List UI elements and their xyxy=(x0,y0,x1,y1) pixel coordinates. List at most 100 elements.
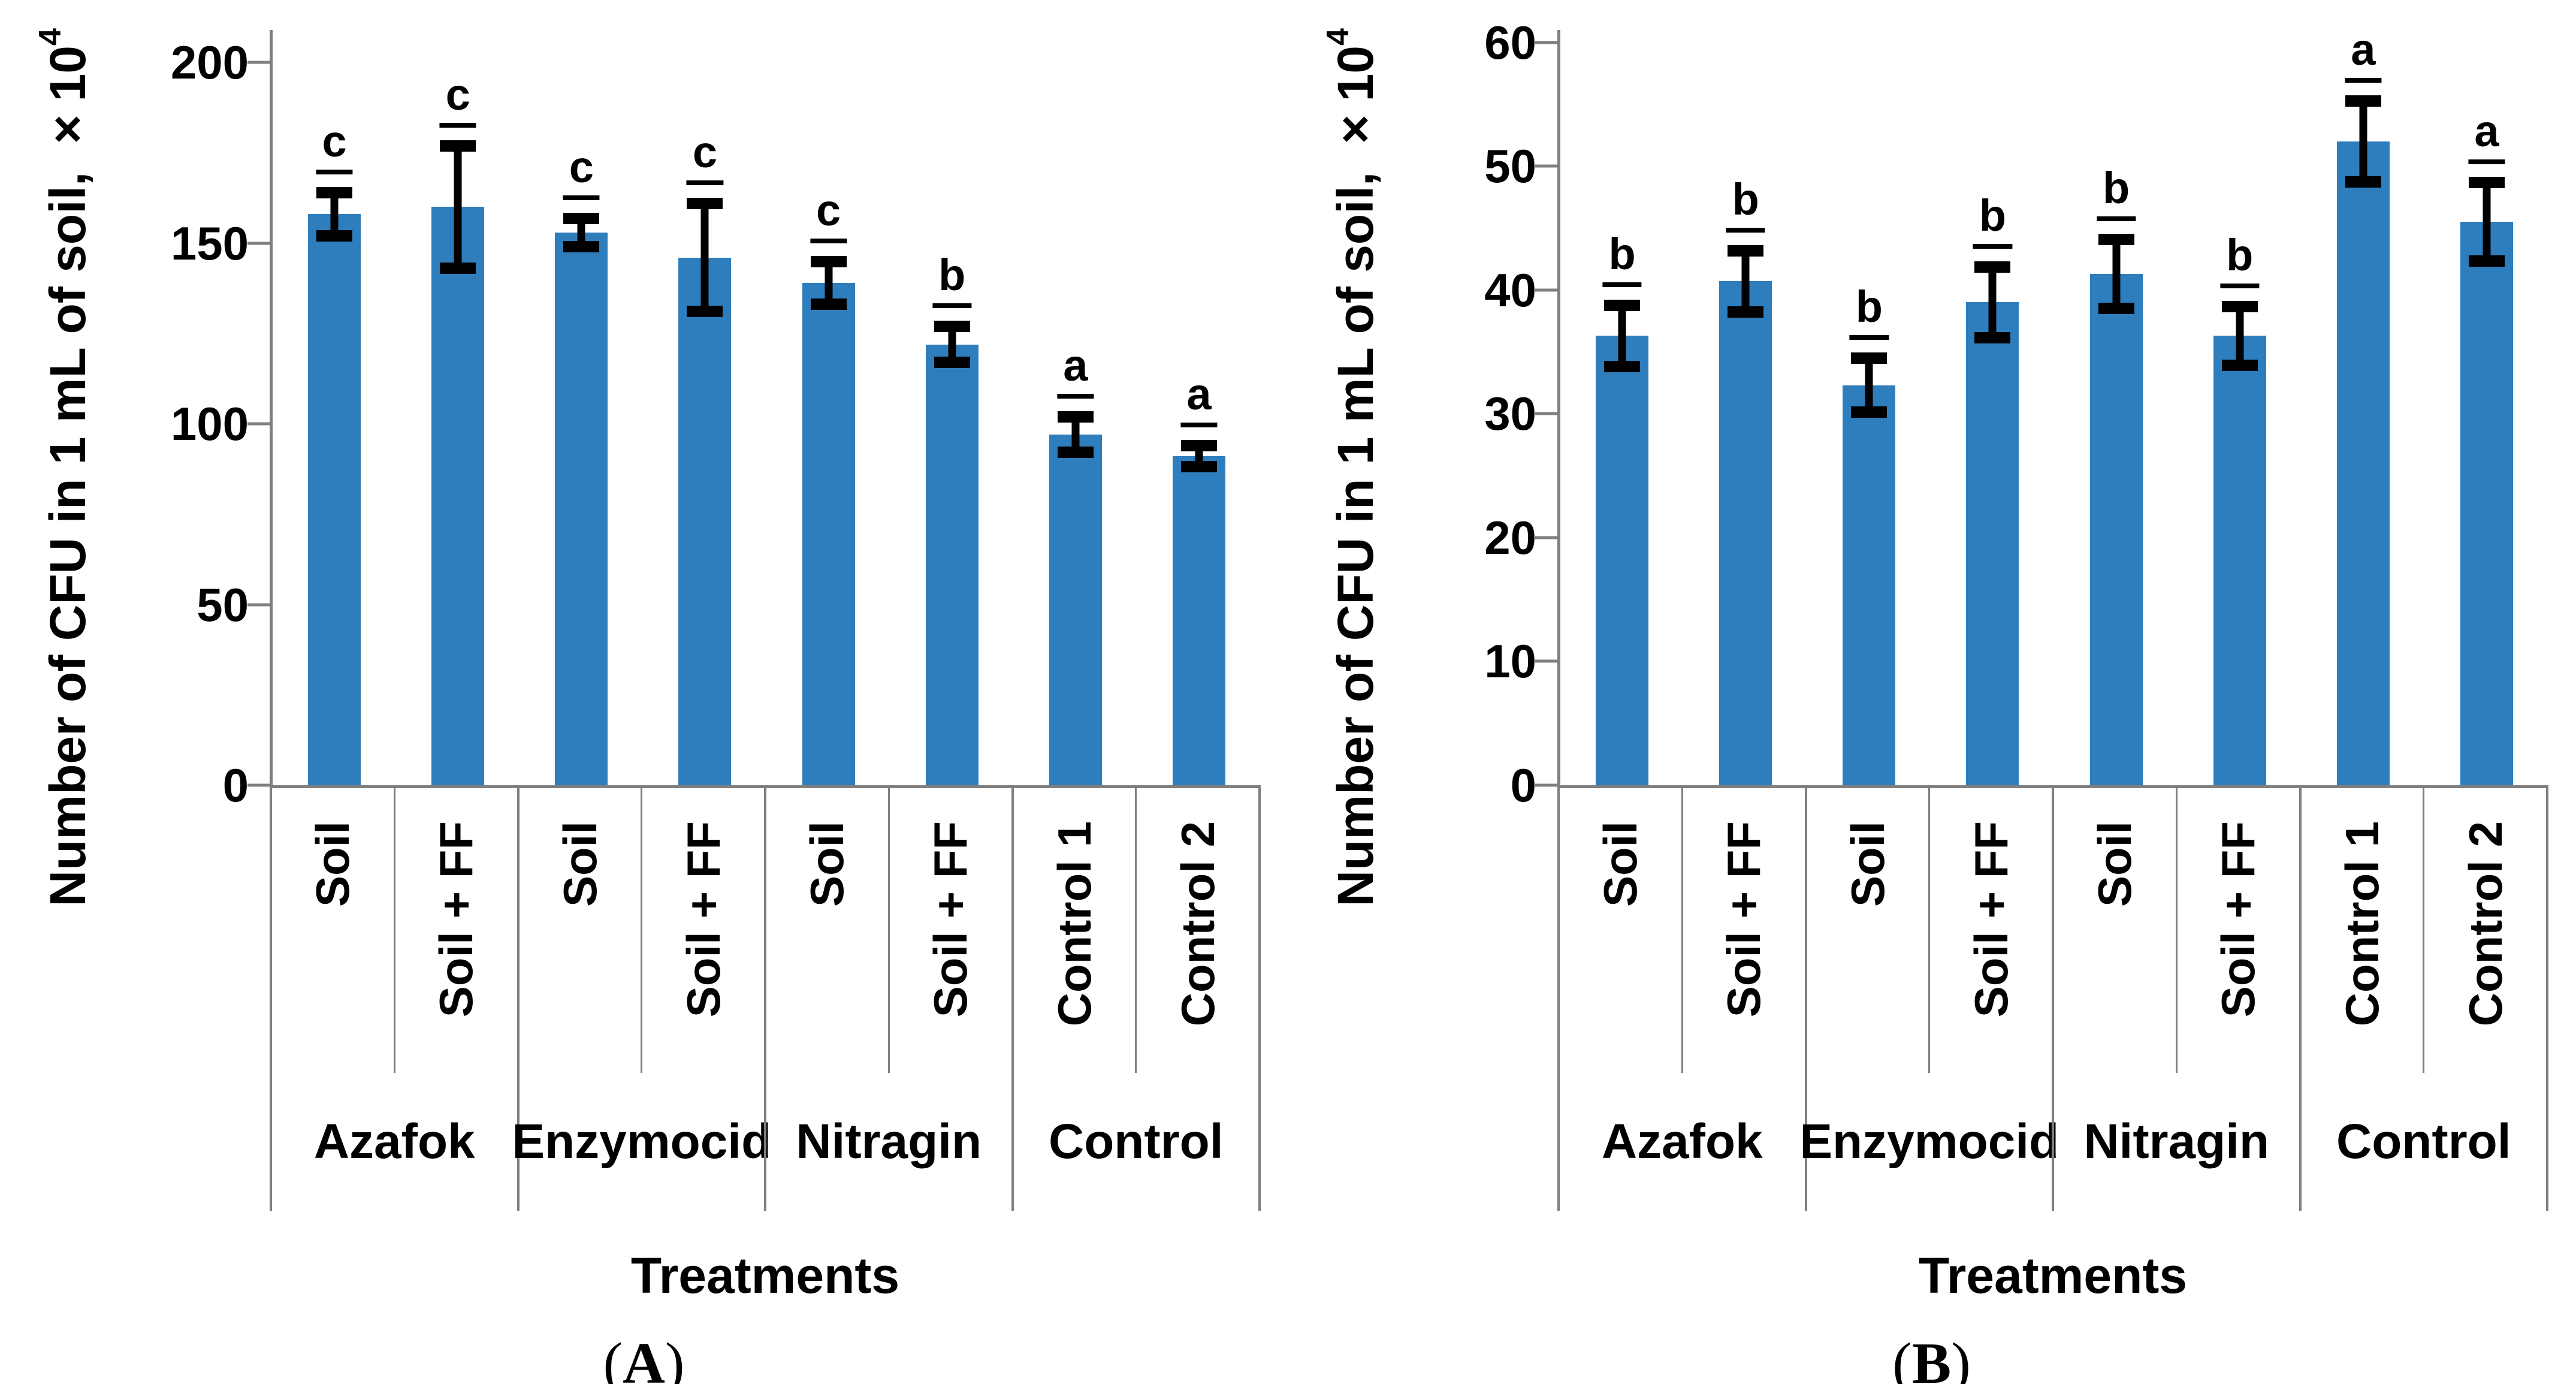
category-cell: Control 1 xyxy=(2302,788,2423,1073)
panel-label-paren-open: ( xyxy=(603,1331,623,1384)
x-axis-title: Treatments xyxy=(630,1247,900,1304)
error-bar-line xyxy=(2236,306,2244,366)
error-bar-cap-bottom xyxy=(1057,447,1094,459)
panel-B-plot-column: 0 10 20 30 40 50 60 b b b b b b a a Soil Soil + FF Azafok… xyxy=(1484,0,2575,1305)
error-bar-cap-top xyxy=(440,140,476,152)
y-tick-mark xyxy=(1535,164,1557,168)
significance-letter: b xyxy=(1973,193,2013,249)
significance-letter: a xyxy=(1180,372,1218,428)
panel-A-plot-area: 0 50 100 150 200 c c c c c b a a xyxy=(171,30,1261,809)
error-bar-line xyxy=(948,326,956,363)
panel-A-main: Number of CFU in 1 mL of soil, ×104 0 50 10… xyxy=(0,0,1288,1305)
y-tick-label: 100 xyxy=(170,397,249,451)
panel-label-paren-close: ) xyxy=(1951,1331,1971,1384)
y-tick-mark xyxy=(247,783,270,787)
category-label: Soil xyxy=(2088,821,2142,907)
category-label: Control 2 xyxy=(2459,821,2512,1027)
panel-A: Number of CFU in 1 mL of soil, ×104 0 50 10… xyxy=(0,0,1288,1384)
category-label: Soil xyxy=(1594,821,1647,907)
bar xyxy=(1966,302,2019,785)
category-label: Soil + FF xyxy=(924,821,977,1018)
bar xyxy=(678,257,732,785)
significance-letter: b xyxy=(1602,231,1642,287)
bar xyxy=(2460,222,2513,785)
panel-B-main: Number of CFU in 1 mL of soil, ×104 0 10 20… xyxy=(1288,0,2575,1305)
category-label: Soil + FF xyxy=(677,821,730,1018)
bar-slot: b xyxy=(1931,30,2054,785)
bar-slot: a xyxy=(1137,30,1261,785)
y-tick-label: 20 xyxy=(1484,511,1536,564)
y-tick-label: 40 xyxy=(1484,263,1536,316)
category-label-row: Control 1 Control 2 xyxy=(2302,788,2547,1073)
error-bar-cap-bottom xyxy=(2221,359,2258,371)
category-label-row: Soil Soil + FF xyxy=(2054,788,2299,1073)
category-cell: Soil + FF xyxy=(1681,788,1805,1073)
significance-letter: b xyxy=(2096,166,2136,222)
x-axis-labels-block: Soil Soil + FF Azafok Soil Soil + FF Enzymoci… xyxy=(1557,788,2548,1211)
y-tick-label: 50 xyxy=(197,578,249,631)
bar-slot: c xyxy=(396,30,520,785)
error-bar-line xyxy=(577,218,585,247)
y-axis-title-superscript: 4 xyxy=(1321,28,1356,46)
significance-letter: a xyxy=(2345,27,2382,83)
bar xyxy=(308,214,361,785)
significance-letter: c xyxy=(810,188,847,243)
error-bar-cap-bottom xyxy=(1851,406,1888,418)
error-bar-cap-top xyxy=(1728,245,1764,257)
error-bar-cap-bottom xyxy=(2468,255,2505,267)
bar xyxy=(1843,385,1896,785)
y-tick-label: 0 xyxy=(222,759,249,812)
error-bar-line xyxy=(2112,239,2121,309)
category-label: Soil + FF xyxy=(1717,821,1771,1018)
panel-label-paren-close: ) xyxy=(665,1331,685,1384)
bar-slot: b xyxy=(1807,30,1931,785)
error-bar-cap-top xyxy=(687,198,723,210)
group-name: Azafok xyxy=(1601,1114,1763,1169)
error-bar-cap-top xyxy=(316,187,353,199)
group-nitragin: Soil Soil + FF Nitragin xyxy=(2052,788,2299,1211)
y-tick-mark xyxy=(247,61,270,64)
category-label-row: Soil Soil + FF xyxy=(766,788,1011,1073)
error-bar-cap-top xyxy=(934,321,970,333)
error-bar-cap-bottom xyxy=(1974,332,2011,344)
error-bar-cap-top xyxy=(1180,440,1217,452)
bar xyxy=(1596,336,1649,785)
group-nitragin: Soil Soil + FF Nitragin xyxy=(764,788,1011,1211)
category-label-row: Control 1 Control 2 xyxy=(1014,788,1259,1073)
y-tick-mark xyxy=(1535,783,1557,787)
bar xyxy=(431,207,485,785)
error-bar-cap-bottom xyxy=(440,262,476,274)
error-bar-cap-bottom xyxy=(810,298,847,310)
category-cell: Control 1 xyxy=(1014,788,1136,1073)
x-axis-labels-block: Soil Soil + FF Azafok Soil Soil + FF Enzymoci… xyxy=(270,788,1261,1211)
bar xyxy=(2089,273,2143,785)
y-tick-label-column xyxy=(129,0,270,1305)
error-bar-line xyxy=(1741,250,1750,312)
error-bar-cap-bottom xyxy=(1180,461,1217,473)
bar xyxy=(1049,435,1102,785)
panel-label-letter: A xyxy=(623,1331,665,1384)
bar-slot: b xyxy=(1560,30,1684,785)
category-label: Control 1 xyxy=(1047,821,1101,1027)
error-bar-cap-bottom xyxy=(2098,302,2134,314)
error-bar-cap-top xyxy=(1974,261,2011,273)
category-label: Soil + FF xyxy=(2212,821,2265,1018)
category-label-row: Soil Soil + FF xyxy=(1807,788,2052,1073)
category-cell: Soil xyxy=(766,788,888,1073)
significance-letter: b xyxy=(932,253,972,309)
bar xyxy=(802,283,855,785)
panel-label-B: (B) xyxy=(1288,1330,2575,1384)
category-cell: Soil + FF xyxy=(887,788,1011,1073)
y-tick-mark xyxy=(1535,659,1557,663)
bar xyxy=(555,232,608,785)
bar-slot: b xyxy=(890,30,1014,785)
error-bar-line xyxy=(2359,100,2367,183)
error-bar-line xyxy=(1865,358,1873,413)
bar-slot: b xyxy=(2178,30,2302,785)
error-bar-cap-bottom xyxy=(934,356,970,368)
y-tick-label: 30 xyxy=(1484,387,1536,441)
significance-letter: a xyxy=(2468,109,2505,165)
bar-slot: b xyxy=(1684,30,1807,785)
panel-label-letter: B xyxy=(1911,1331,1952,1384)
y-tick-mark xyxy=(1535,288,1557,292)
